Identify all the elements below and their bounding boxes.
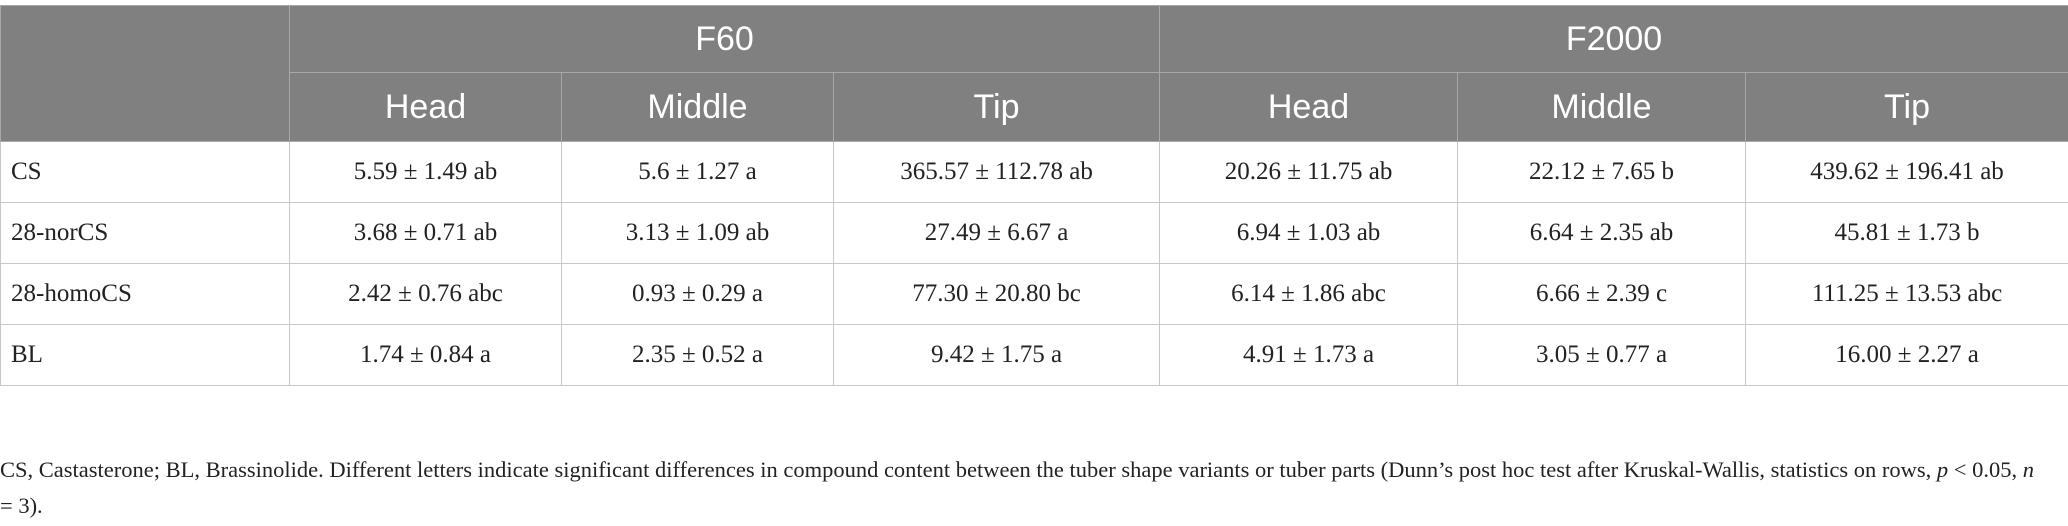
row-label: CS — [0, 141, 290, 203]
footnote: CS, Castasterone; BL, Brassinolide. Diff… — [0, 452, 2050, 524]
table-cell: 3.13 ± 1.09 ab — [561, 202, 834, 264]
table-cell: 45.81 ± 1.73 b — [1745, 202, 2068, 264]
table-cell: 6.64 ± 2.35 ab — [1457, 202, 1747, 264]
footnote-text: = 3). — [0, 493, 43, 518]
table-cell: 1.74 ± 0.84 a — [289, 324, 562, 386]
column-header: Head — [289, 72, 562, 142]
row-label: BL — [0, 324, 290, 386]
table-cell: 16.00 ± 2.27 a — [1745, 324, 2068, 386]
table-cell: 5.59 ± 1.49 ab — [289, 141, 562, 203]
table-row: 28-homoCS 2.42 ± 0.76 abc 0.93 ± 0.29 a 77.… — [0, 263, 2068, 325]
table-row: CS 5.59 ± 1.49 ab 5.6 ± 1.27 a 365.57 ± 112… — [0, 141, 2068, 203]
table-cell: 0.93 ± 0.29 a — [561, 263, 834, 325]
column-header: Middle — [561, 72, 834, 142]
table-cell: 4.91 ± 1.73 a — [1159, 324, 1459, 386]
table-row: 28-norCS 3.68 ± 0.71 ab 3.13 ± 1.09 ab 27.4… — [0, 202, 2068, 264]
table-cell: 6.14 ± 1.86 abc — [1159, 263, 1459, 325]
table-cell: 77.30 ± 20.80 bc — [832, 263, 1161, 325]
table-cell: 3.68 ± 0.71 ab — [289, 202, 562, 264]
column-header: Head — [1159, 72, 1459, 142]
corner-cell — [0, 5, 290, 142]
table-cell: 6.94 ± 1.03 ab — [1159, 202, 1459, 264]
data-table: F60 F2000 Head Middle Tip Head Middle Tip CS 5.… — [0, 5, 2068, 386]
footnote-text: < 0.05, — [1948, 457, 2023, 482]
table-cell: 22.12 ± 7.65 b — [1457, 141, 1747, 203]
table-cell: 6.66 ± 2.39 c — [1457, 263, 1747, 325]
row-label: 28-norCS — [0, 202, 290, 264]
table-row: BL 1.74 ± 0.84 a 2.35 ± 0.52 a 9.42 ± 1.75 … — [0, 324, 2068, 386]
footnote-italic: n — [2022, 457, 2034, 482]
table-cell: 111.25 ± 13.53 abc — [1745, 263, 2068, 325]
column-header: Tip — [1745, 72, 2068, 142]
table-cell: 9.42 ± 1.75 a — [832, 324, 1161, 386]
table-cell: 20.26 ± 11.75 ab — [1159, 141, 1459, 203]
group-header: F60 — [288, 5, 1161, 73]
column-header: Middle — [1457, 72, 1747, 142]
group-header: F2000 — [1159, 5, 2068, 73]
table-cell: 2.42 ± 0.76 abc — [289, 263, 562, 325]
table-cell: 27.49 ± 6.67 a — [832, 202, 1161, 264]
footnote-text: CS, Castasterone; BL, Brassinolide. Diff… — [0, 457, 1937, 482]
table-cell: 2.35 ± 0.52 a — [561, 324, 834, 386]
row-label: 28-homoCS — [0, 263, 290, 325]
column-header-row: Head Middle Tip Head Middle Tip — [1, 72, 2068, 142]
table-cell: 5.6 ± 1.27 a — [561, 141, 834, 203]
table-body: CS 5.59 ± 1.49 ab 5.6 ± 1.27 a 365.57 ± 112… — [0, 141, 2068, 386]
footnote-italic: p — [1936, 457, 1949, 482]
table-cell: 3.05 ± 0.77 a — [1457, 324, 1747, 386]
table-cell: 439.62 ± 196.41 ab — [1745, 141, 2068, 203]
column-header: Tip — [832, 72, 1161, 142]
group-header-row: F60 F2000 — [0, 5, 2068, 142]
table-cell: 365.57 ± 112.78 ab — [832, 141, 1161, 203]
